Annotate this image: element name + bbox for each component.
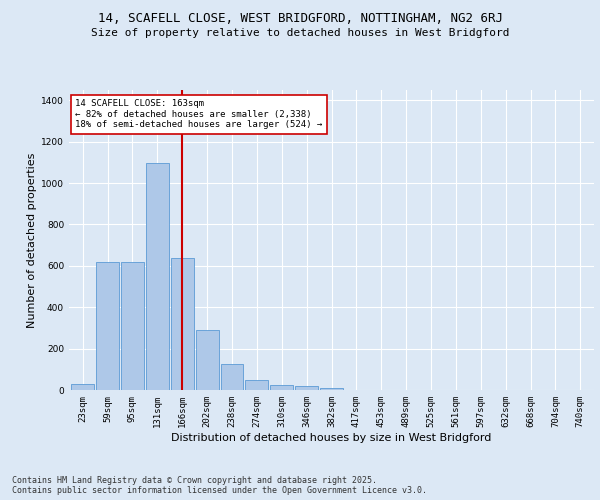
Bar bbox=[196, 330, 218, 390]
Bar bbox=[245, 380, 268, 390]
Text: Contains HM Land Registry data © Crown copyright and database right 2025.
Contai: Contains HM Land Registry data © Crown c… bbox=[12, 476, 427, 495]
Bar bbox=[320, 388, 343, 390]
Text: 14 SCAFELL CLOSE: 163sqm
← 82% of detached houses are smaller (2,338)
18% of sem: 14 SCAFELL CLOSE: 163sqm ← 82% of detach… bbox=[75, 100, 322, 129]
Bar bbox=[270, 385, 293, 390]
Bar bbox=[221, 364, 244, 390]
Y-axis label: Number of detached properties: Number of detached properties bbox=[27, 152, 37, 328]
Bar bbox=[171, 258, 194, 390]
Bar bbox=[96, 262, 119, 390]
Bar bbox=[71, 384, 94, 390]
Bar bbox=[146, 164, 169, 390]
Text: 14, SCAFELL CLOSE, WEST BRIDGFORD, NOTTINGHAM, NG2 6RJ: 14, SCAFELL CLOSE, WEST BRIDGFORD, NOTTI… bbox=[97, 12, 503, 26]
Bar bbox=[121, 262, 144, 390]
Bar bbox=[295, 386, 318, 390]
X-axis label: Distribution of detached houses by size in West Bridgford: Distribution of detached houses by size … bbox=[172, 432, 491, 442]
Text: Size of property relative to detached houses in West Bridgford: Size of property relative to detached ho… bbox=[91, 28, 509, 38]
